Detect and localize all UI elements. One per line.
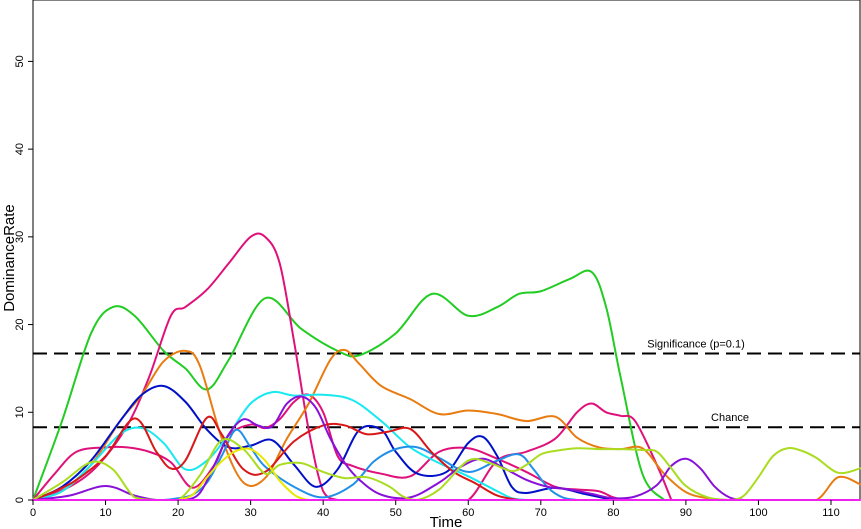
x-tick-label: 60: [462, 507, 474, 519]
series-line-10: [32, 438, 861, 502]
x-tick-label: 70: [535, 507, 547, 519]
x-tick-label: 30: [245, 507, 257, 519]
series-line-3: [32, 232, 673, 502]
x-tick-label: 40: [317, 507, 329, 519]
x-axis-title: Time: [430, 514, 463, 529]
x-tick-label: 0: [30, 507, 36, 519]
y-tick-label: 50: [14, 55, 26, 67]
series-line-2: [32, 393, 658, 502]
y-tick-label: 20: [14, 318, 26, 330]
y-tick-label: 30: [14, 231, 26, 243]
plot-frame: [32, 0, 861, 501]
y-axis: 0 10 20 30 40 50: [14, 55, 33, 503]
x-axis: 0 10 20 30 40 50 60 70 80 90 100 110: [30, 500, 840, 519]
series-line-11: [177, 447, 325, 502]
x-tick-label: 10: [99, 507, 111, 519]
x-tick-label: 100: [749, 507, 767, 519]
x-tick-label: 50: [390, 507, 402, 519]
x-tick-label: 110: [822, 507, 840, 519]
reference-line-label-2: Chance: [711, 412, 749, 424]
x-tick-label: 20: [172, 507, 184, 519]
y-tick-label: 40: [14, 143, 26, 155]
series-line-1: [32, 269, 666, 501]
series-line-5: [32, 384, 615, 501]
series-line-8: [32, 415, 521, 501]
series-line-6: [32, 390, 528, 501]
y-tick-label: 0: [14, 497, 26, 503]
reference-lines: Significance (p=0.1) Chance: [33, 339, 860, 429]
x-tick-label: 90: [680, 507, 692, 519]
series-group: [32, 232, 861, 502]
reference-line-label-1: Significance (p=0.1): [647, 339, 745, 351]
y-tick-label: 10: [14, 406, 26, 418]
y-axis-title: DominanceRate: [1, 204, 18, 312]
x-tick-label: 80: [607, 507, 619, 519]
